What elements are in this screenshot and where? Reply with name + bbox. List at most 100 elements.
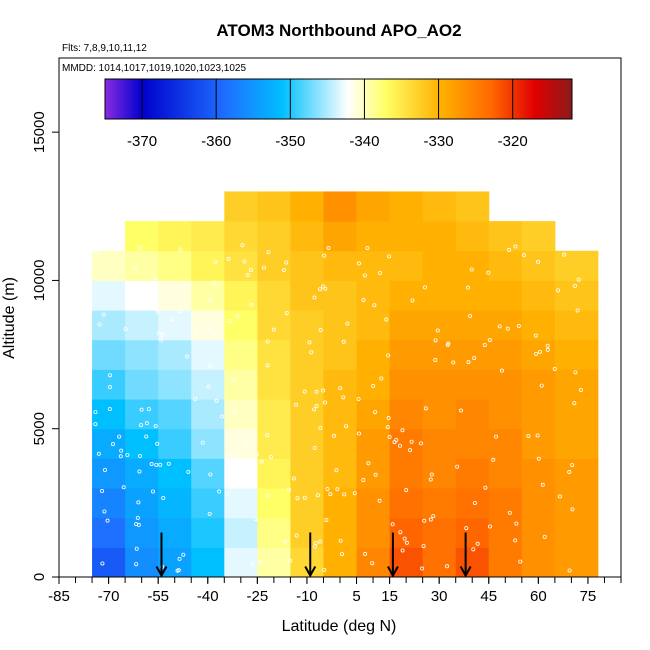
heatmap-cell bbox=[290, 369, 324, 400]
sample-point bbox=[342, 492, 347, 497]
sample-point bbox=[402, 536, 407, 541]
sample-point bbox=[451, 360, 456, 365]
sample-point bbox=[422, 285, 427, 290]
heatmap-cell bbox=[455, 280, 490, 311]
heatmap-cell bbox=[125, 399, 159, 430]
sample-point bbox=[472, 500, 477, 505]
heatmap-cell bbox=[554, 488, 599, 519]
sample-point bbox=[575, 308, 580, 313]
sample-point bbox=[102, 468, 107, 473]
heatmap-cell bbox=[290, 428, 324, 459]
sample-point bbox=[294, 533, 299, 538]
heatmap-cell bbox=[290, 250, 324, 281]
sample-point bbox=[134, 546, 139, 551]
heatmap-cell bbox=[158, 517, 192, 548]
sample-point bbox=[287, 487, 292, 492]
sample-point bbox=[361, 298, 366, 303]
sample-points-layer bbox=[93, 243, 583, 573]
sample-point bbox=[186, 469, 191, 474]
sample-point bbox=[341, 395, 346, 400]
colorbar-tick-label: -340 bbox=[349, 133, 379, 150]
sample-point bbox=[160, 332, 165, 337]
sample-point bbox=[576, 277, 581, 282]
sample-point bbox=[386, 353, 391, 358]
x-tick-label: 75 bbox=[580, 588, 597, 605]
heatmap-cell bbox=[488, 458, 523, 489]
sample-point bbox=[100, 561, 105, 566]
sample-point bbox=[261, 265, 266, 270]
sample-point bbox=[258, 560, 263, 565]
sample-point bbox=[235, 314, 240, 319]
heatmap-cell bbox=[356, 250, 391, 281]
y-tick-label: 10000 bbox=[31, 260, 48, 302]
sample-point bbox=[93, 410, 98, 415]
sample-point bbox=[133, 266, 138, 271]
sample-point bbox=[455, 464, 460, 469]
sample-point bbox=[499, 368, 504, 373]
heatmap-cell bbox=[356, 458, 391, 489]
sample-point bbox=[435, 328, 440, 333]
heatmap-cell bbox=[521, 250, 556, 281]
sample-point bbox=[328, 492, 333, 497]
sample-point bbox=[161, 496, 166, 501]
heatmap-cell bbox=[257, 428, 291, 459]
sample-point bbox=[339, 552, 344, 557]
sample-point bbox=[209, 327, 214, 332]
sample-point bbox=[271, 327, 276, 332]
heatmap-cell bbox=[257, 399, 291, 430]
heatmap-cell bbox=[323, 310, 358, 341]
x-tick-label: -40 bbox=[197, 588, 219, 605]
heatmap-cell bbox=[488, 369, 523, 400]
sample-point bbox=[521, 253, 526, 258]
sample-point bbox=[373, 472, 378, 477]
heatmap-cell bbox=[224, 250, 258, 281]
sample-point bbox=[265, 339, 270, 344]
sample-point bbox=[121, 485, 126, 490]
heatmap-cell bbox=[257, 191, 291, 222]
heatmap-cell bbox=[554, 428, 599, 459]
sample-point bbox=[117, 434, 122, 439]
heatmap-cell bbox=[521, 369, 556, 400]
heatmap-cell bbox=[323, 339, 358, 370]
sample-point bbox=[323, 286, 328, 291]
sample-point bbox=[570, 463, 575, 468]
sample-point bbox=[562, 252, 567, 257]
sample-point bbox=[497, 324, 502, 329]
sample-point bbox=[283, 539, 288, 544]
heatmap-cell bbox=[488, 280, 523, 311]
sample-point bbox=[377, 271, 382, 276]
sample-point bbox=[345, 321, 350, 326]
arrow-head bbox=[387, 566, 399, 578]
heatmap-cell bbox=[290, 517, 324, 548]
sample-point bbox=[377, 498, 382, 503]
heatmap-cell bbox=[356, 339, 391, 370]
colorbar: -370 -360 -350 -340 -330 -320 bbox=[104, 78, 573, 150]
heatmap-cell bbox=[455, 399, 490, 430]
sample-point bbox=[123, 327, 128, 332]
heatmap-cell bbox=[488, 339, 523, 370]
heatmap-cell bbox=[323, 428, 358, 459]
heatmap-cell bbox=[488, 488, 523, 519]
heatmap-cell bbox=[92, 547, 126, 578]
sample-point bbox=[291, 476, 296, 481]
sample-point bbox=[505, 326, 510, 331]
colorbar-tick-label: -360 bbox=[201, 133, 231, 150]
sample-point bbox=[242, 259, 247, 264]
sample-point bbox=[107, 406, 112, 411]
sample-point bbox=[206, 384, 211, 389]
heatmap-cell bbox=[455, 517, 490, 548]
sample-point bbox=[110, 442, 115, 447]
heatmap-cell bbox=[356, 191, 391, 222]
heatmap-cell bbox=[191, 221, 225, 252]
sample-point bbox=[315, 493, 320, 498]
sample-point bbox=[144, 421, 149, 426]
sample-point bbox=[410, 298, 415, 303]
sample-point bbox=[513, 244, 518, 249]
heatmap-cell bbox=[323, 280, 358, 311]
sample-point bbox=[251, 466, 256, 471]
heatmap-cell bbox=[455, 488, 490, 519]
sample-point bbox=[516, 324, 521, 329]
heatmap-cell bbox=[488, 517, 523, 548]
sample-point bbox=[518, 559, 523, 564]
sample-point bbox=[177, 556, 182, 561]
